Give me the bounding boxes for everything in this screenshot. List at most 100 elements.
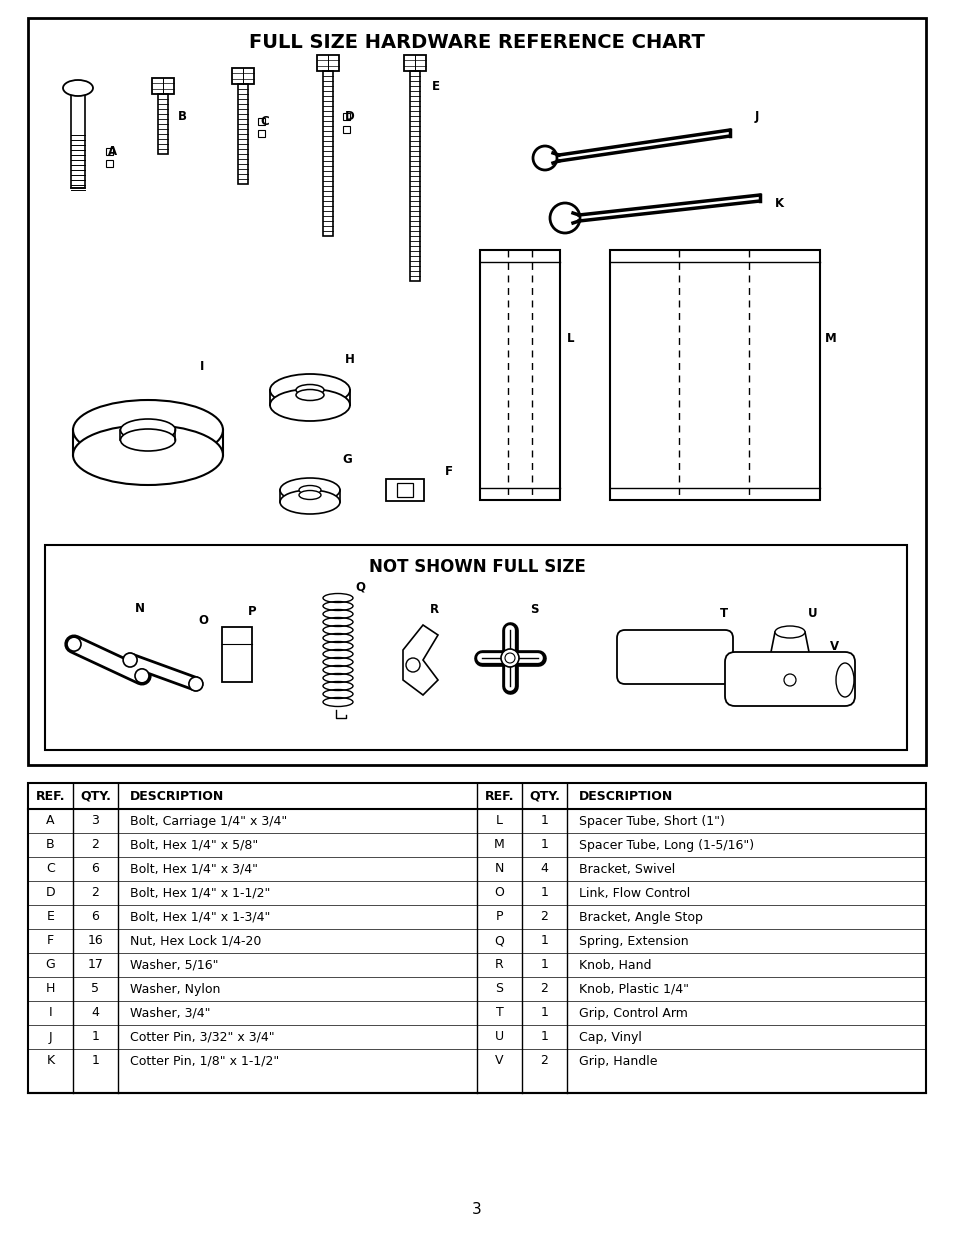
Ellipse shape (295, 389, 324, 400)
Text: D: D (46, 887, 55, 899)
FancyBboxPatch shape (724, 652, 854, 706)
Bar (237, 84, 248, 184)
Text: V: V (495, 1055, 503, 1067)
Ellipse shape (120, 419, 175, 441)
Bar (106, 161, 112, 167)
Text: R: R (430, 603, 438, 616)
Text: N: N (495, 862, 503, 876)
Text: Cap, Vinyl: Cap, Vinyl (578, 1030, 641, 1044)
Ellipse shape (835, 663, 853, 697)
Text: 4: 4 (91, 1007, 99, 1020)
Text: Spacer Tube, Long (1-5/16"): Spacer Tube, Long (1-5/16") (578, 839, 753, 851)
Text: Grip, Handle: Grip, Handle (578, 1055, 657, 1067)
Bar (343, 126, 350, 133)
Ellipse shape (63, 80, 92, 96)
Circle shape (550, 203, 579, 233)
Bar (222, 627, 252, 682)
Text: 3: 3 (91, 815, 99, 827)
Text: K: K (47, 1055, 54, 1067)
Bar (257, 130, 265, 137)
Ellipse shape (295, 384, 324, 395)
Bar (152, 78, 173, 94)
Text: Bolt, Hex 1/4" x 1-1/2": Bolt, Hex 1/4" x 1-1/2" (130, 887, 270, 899)
Text: 4: 4 (540, 862, 548, 876)
Text: P: P (248, 605, 256, 618)
Ellipse shape (280, 490, 339, 514)
Bar (396, 483, 413, 496)
Ellipse shape (73, 400, 223, 459)
Polygon shape (402, 625, 437, 695)
Text: REF.: REF. (484, 789, 514, 803)
Text: 2: 2 (91, 887, 99, 899)
Text: M: M (494, 839, 504, 851)
Text: Washer, Nylon: Washer, Nylon (130, 983, 220, 995)
Text: Washer, 5/16": Washer, 5/16" (130, 958, 218, 972)
Text: 2: 2 (91, 839, 99, 851)
Text: 1: 1 (540, 1007, 548, 1020)
Text: V: V (829, 640, 839, 653)
Text: 1: 1 (540, 815, 548, 827)
Text: M: M (824, 332, 836, 345)
Text: 1: 1 (540, 958, 548, 972)
Text: N: N (135, 601, 145, 615)
Text: E: E (432, 80, 439, 93)
Text: O: O (198, 614, 208, 627)
Text: S: S (495, 983, 503, 995)
Text: Bolt, Hex 1/4" x 3/4": Bolt, Hex 1/4" x 3/4" (130, 862, 257, 876)
Text: G: G (341, 453, 352, 466)
Text: E: E (47, 910, 54, 924)
Text: Nut, Hex Lock 1/4-20: Nut, Hex Lock 1/4-20 (130, 935, 261, 947)
Text: I: I (200, 359, 204, 373)
Text: U: U (807, 606, 817, 620)
Bar (158, 94, 168, 154)
Circle shape (67, 637, 81, 651)
Ellipse shape (774, 626, 804, 638)
Text: 2: 2 (540, 910, 548, 924)
Text: U: U (495, 1030, 503, 1044)
Text: S: S (530, 603, 537, 616)
Text: QTY.: QTY. (529, 789, 559, 803)
Text: F: F (47, 935, 54, 947)
Text: DESCRIPTION: DESCRIPTION (578, 789, 673, 803)
Text: REF.: REF. (35, 789, 65, 803)
Text: I: I (49, 1007, 52, 1020)
Bar (403, 56, 426, 70)
Bar (323, 70, 333, 236)
Circle shape (500, 650, 518, 667)
Text: Spring, Extension: Spring, Extension (578, 935, 688, 947)
Bar (609, 249, 820, 500)
Text: F: F (444, 466, 453, 478)
Text: NOT SHOWN FULL SIZE: NOT SHOWN FULL SIZE (368, 558, 585, 576)
Text: 5: 5 (91, 983, 99, 995)
Text: Bolt, Hex 1/4" x 5/8": Bolt, Hex 1/4" x 5/8" (130, 839, 258, 851)
Text: C: C (46, 862, 55, 876)
Text: Spacer Tube, Short (1"): Spacer Tube, Short (1") (578, 815, 724, 827)
Text: A: A (108, 144, 117, 158)
Text: L: L (496, 815, 502, 827)
Bar (386, 479, 423, 501)
Text: P: P (496, 910, 503, 924)
Text: L: L (566, 332, 574, 345)
Text: D: D (345, 110, 355, 124)
Text: Cotter Pin, 1/8" x 1-1/2": Cotter Pin, 1/8" x 1-1/2" (130, 1055, 279, 1067)
Text: 1: 1 (91, 1030, 99, 1044)
Text: A: A (46, 815, 54, 827)
Bar (410, 70, 419, 282)
Text: 1: 1 (540, 887, 548, 899)
Text: 17: 17 (88, 958, 103, 972)
Text: B: B (178, 110, 187, 124)
Text: Cotter Pin, 3/32" x 3/4": Cotter Pin, 3/32" x 3/4" (130, 1030, 274, 1044)
Text: 2: 2 (540, 983, 548, 995)
Text: Bolt, Hex 1/4" x 1-3/4": Bolt, Hex 1/4" x 1-3/4" (130, 910, 270, 924)
Bar (232, 68, 253, 84)
Text: H: H (345, 353, 355, 366)
Text: Bolt, Carriage 1/4" x 3/4": Bolt, Carriage 1/4" x 3/4" (130, 815, 287, 827)
Text: 6: 6 (91, 910, 99, 924)
Bar (28, 19, 925, 764)
Circle shape (134, 669, 149, 683)
Circle shape (189, 677, 203, 690)
Text: 1: 1 (540, 839, 548, 851)
Text: H: H (46, 983, 55, 995)
Text: R: R (495, 958, 503, 972)
Ellipse shape (270, 389, 350, 421)
